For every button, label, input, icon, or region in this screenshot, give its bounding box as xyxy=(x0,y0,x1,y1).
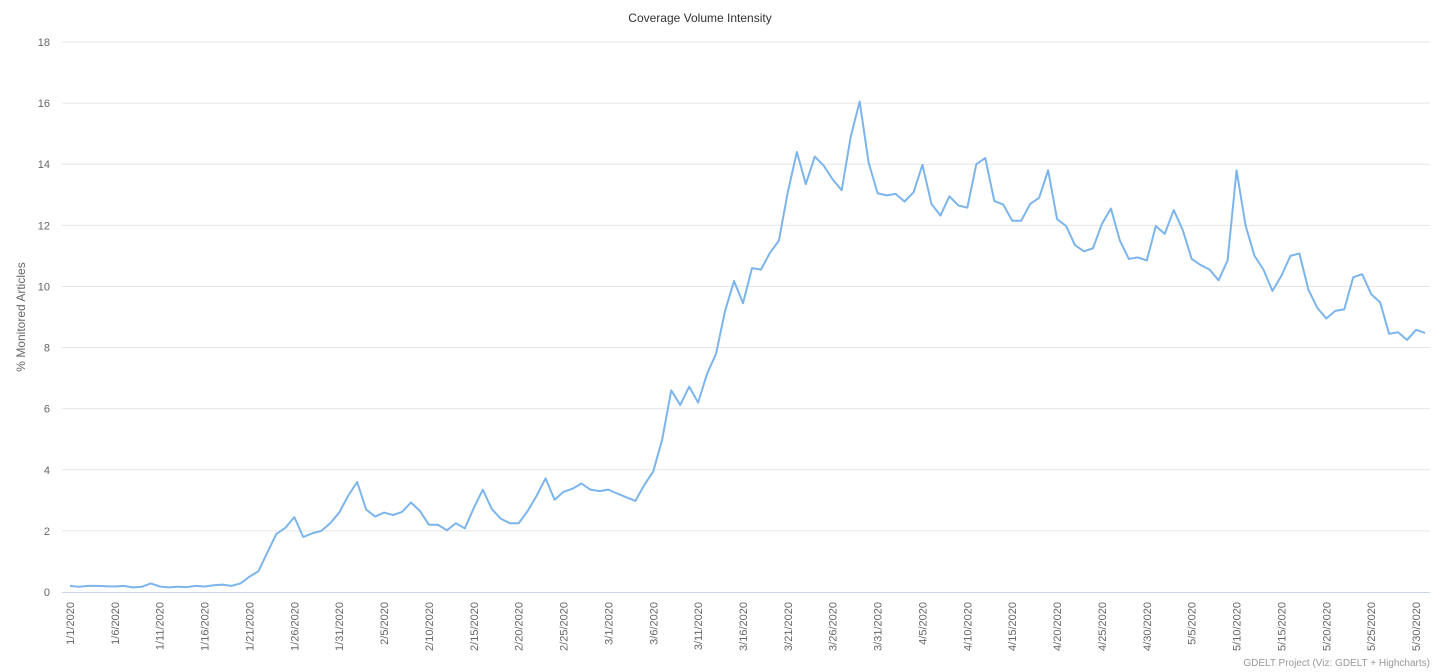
credits: GDELT Project (Viz: GDELT + Highcharts) xyxy=(1243,658,1430,669)
x-tick-label: 3/16/2020 xyxy=(738,602,750,651)
x-tick-label: 3/21/2020 xyxy=(783,602,795,651)
y-tick-label: 14 xyxy=(38,159,50,171)
x-tick-label: 4/5/2020 xyxy=(917,602,929,645)
x-tick-label: 2/10/2020 xyxy=(424,602,436,651)
x-tick-label: 5/10/2020 xyxy=(1232,602,1244,651)
x-tick-label: 5/20/2020 xyxy=(1321,602,1333,651)
x-tick-label: 1/21/2020 xyxy=(244,602,256,651)
x-tick-label: 5/15/2020 xyxy=(1276,602,1288,651)
x-tick-label: 3/6/2020 xyxy=(648,602,660,645)
x-tick-label: 1/6/2020 xyxy=(110,602,122,645)
y-axis-title: % Monitored Articles xyxy=(14,262,28,371)
y-tick-label: 18 xyxy=(38,37,50,49)
y-tick-label: 12 xyxy=(38,220,50,232)
x-tick-label: 4/10/2020 xyxy=(962,602,974,651)
x-tick-label: 5/30/2020 xyxy=(1411,602,1423,651)
x-tick-label: 1/11/2020 xyxy=(155,602,167,650)
x-tick-label: 5/25/2020 xyxy=(1366,602,1378,651)
x-tick-label: 1/26/2020 xyxy=(289,602,301,651)
x-tick-label: 4/20/2020 xyxy=(1052,602,1064,651)
y-tick-label: 16 xyxy=(38,98,50,110)
chart-title: Coverage Volume Intensity xyxy=(628,11,771,25)
x-tick-label: 3/1/2020 xyxy=(603,602,615,645)
y-tick-label: 8 xyxy=(44,343,50,355)
y-tick-label: 4 xyxy=(44,465,50,477)
x-tick-label: 2/5/2020 xyxy=(379,602,391,645)
x-tick-label: 4/30/2020 xyxy=(1142,602,1154,651)
x-tick-label: 3/31/2020 xyxy=(873,602,885,651)
y-tick-label: 2 xyxy=(44,526,50,538)
x-tick-label: 4/15/2020 xyxy=(1007,602,1019,651)
y-tick-label: 10 xyxy=(38,281,50,293)
x-tick-label: 2/25/2020 xyxy=(559,602,571,651)
x-tick-label: 2/20/2020 xyxy=(514,602,526,651)
x-tick-label: 1/1/2020 xyxy=(65,602,77,645)
x-tick-label: 1/16/2020 xyxy=(200,602,212,651)
x-tick-label: 3/26/2020 xyxy=(828,602,840,651)
x-tick-label: 1/31/2020 xyxy=(334,602,346,651)
y-tick-label: 0 xyxy=(44,587,50,599)
line xyxy=(69,100,1426,589)
x-tick-label: 4/25/2020 xyxy=(1097,602,1109,651)
y-tick-label: 6 xyxy=(44,404,50,416)
x-tick-label: 2/15/2020 xyxy=(469,602,481,651)
x-tick-label: 3/11/2020 xyxy=(693,602,705,650)
x-tick-label: 5/5/2020 xyxy=(1187,602,1199,645)
